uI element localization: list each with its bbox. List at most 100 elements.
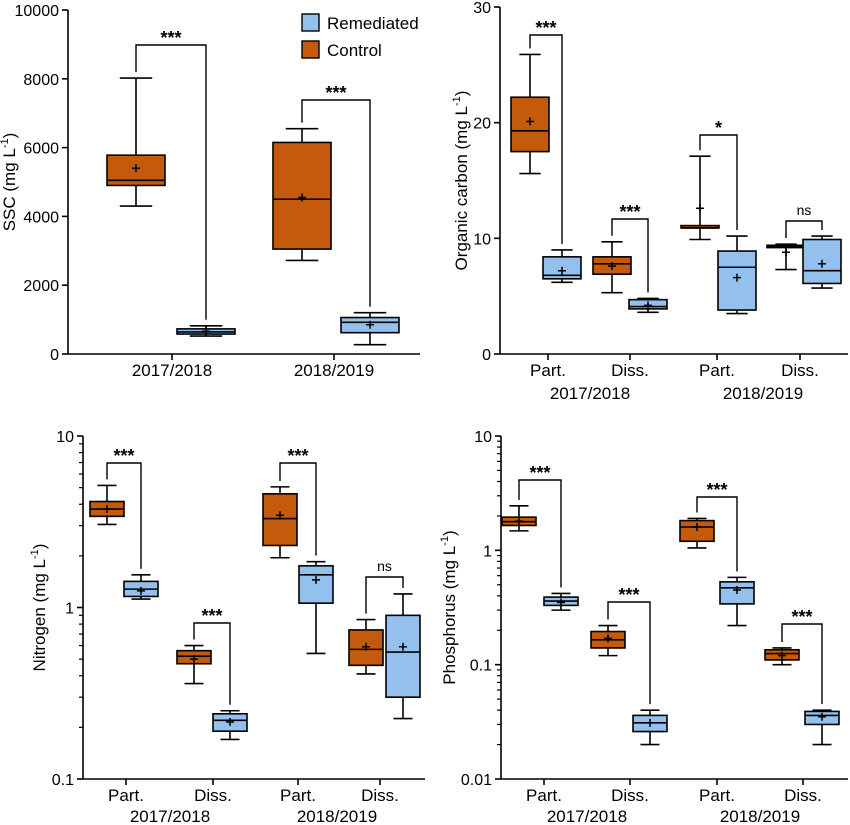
control-mean-marker <box>276 511 284 520</box>
significance-bracket <box>781 623 823 705</box>
x-category-label: Diss. <box>784 786 822 805</box>
x-year-label: 2018/2019 <box>720 807 800 825</box>
y-tick-label: 0 <box>482 347 491 364</box>
y-tick-label: 6000 <box>23 141 59 158</box>
x-year-label: 2017/2018 <box>550 384 630 403</box>
significance-label: *** <box>619 202 640 222</box>
panel-organic-carbon: 0 10 20 30 Organic carbon (mg L-1) Part. Diss.… <box>451 0 848 403</box>
control-mean-marker <box>515 517 523 526</box>
control-mean-marker <box>696 204 704 213</box>
remediated-mean-marker <box>644 301 652 310</box>
legend-swatch-control <box>301 40 320 59</box>
y-tick-label: 8000 <box>23 72 59 89</box>
control-mean-marker <box>693 522 701 531</box>
x-category-label: Diss. <box>361 786 399 805</box>
y-tick-label: 10 <box>56 429 74 446</box>
x-category-label: Diss. <box>611 361 649 380</box>
significance-bracket <box>529 34 563 244</box>
y-axis-label: Organic carbon (mg L-1) <box>451 91 471 271</box>
panel-ssc: 0 2000 4000 6000 8000 10000 SSC (mg L-1) 2017/2… <box>0 3 420 380</box>
remediated-mean-marker <box>733 585 741 594</box>
significance-bracket <box>301 99 371 307</box>
control-mean-marker <box>362 642 370 651</box>
significance-bracket <box>106 462 142 569</box>
legend-swatch-remediated <box>301 13 320 32</box>
x-year-label: 2018/2019 <box>723 384 803 403</box>
control-mean-marker <box>132 164 140 173</box>
significance-bracket <box>518 479 562 588</box>
remediated-mean-marker <box>366 320 374 329</box>
control-mean-marker <box>782 248 790 257</box>
legend-label: Remediated <box>327 14 419 33</box>
control-mean-marker <box>604 634 612 643</box>
significance-bracket <box>135 44 207 320</box>
panel-nitrogen: 0.1 1 10 Nitrogen (mg L-1) Part. Diss. Part. Di… <box>29 429 425 825</box>
remediated-box <box>298 565 334 604</box>
significance-bracket <box>699 134 738 231</box>
significance-label: *** <box>529 463 550 483</box>
significance-bracket <box>785 220 823 239</box>
significance-label: *** <box>113 446 134 466</box>
x-year-label: 2017/2018 <box>547 807 627 825</box>
y-tick-label: 0 <box>50 347 59 364</box>
y-tick-label: 4000 <box>23 209 59 226</box>
remediated-mean-marker <box>312 575 320 584</box>
significance-label: *** <box>535 18 556 38</box>
significance-bracket <box>607 601 651 705</box>
remediated-mean-marker <box>818 259 826 268</box>
y-tick-label: 30 <box>473 0 491 17</box>
remediated-mean-marker <box>733 273 741 282</box>
x-category-label: Part. <box>280 786 316 805</box>
y-tick-label: 10 <box>474 429 492 446</box>
significance-label: *** <box>160 28 181 48</box>
remediated-box <box>385 614 421 698</box>
significance-label: *** <box>287 446 308 466</box>
significance-label: ns <box>377 558 392 574</box>
remediated-mean-marker <box>557 598 565 607</box>
remediated-box <box>717 250 757 311</box>
y-tick-label: 0.1 <box>52 772 74 789</box>
significance-bracket <box>365 576 404 614</box>
x-category-label: Part. <box>699 361 735 380</box>
x-year-label: 2017/2018 <box>132 361 212 380</box>
y-tick-label: 1 <box>65 601 74 618</box>
x-category-label: Part. <box>699 786 735 805</box>
control-mean-marker <box>103 505 111 514</box>
significance-bracket <box>279 462 317 556</box>
significance-bracket <box>696 496 738 572</box>
remediated-mean-marker <box>646 718 654 727</box>
y-tick-label: 0.1 <box>470 658 492 675</box>
remediated-mean-marker <box>202 327 210 336</box>
y-tick-label: 10 <box>473 231 491 248</box>
significance-label: *** <box>618 585 639 605</box>
control-mean-marker <box>526 117 534 126</box>
y-axis-label: Nitrogen (mg L-1) <box>29 544 49 672</box>
y-tick-label: 1 <box>483 543 492 560</box>
remediated-mean-marker <box>399 642 407 651</box>
control-mean-marker <box>298 193 306 202</box>
control-mean-marker <box>608 262 616 271</box>
significance-bracket <box>611 218 649 293</box>
y-tick-label: 20 <box>473 116 491 133</box>
x-year-label: 2018/2019 <box>294 361 374 380</box>
x-category-label: Diss. <box>611 786 649 805</box>
significance-label: *** <box>706 480 727 500</box>
significance-label: *** <box>325 83 346 103</box>
y-tick-label: 0.01 <box>461 772 492 789</box>
x-category-label: Part. <box>530 361 566 380</box>
control-mean-marker <box>778 651 786 660</box>
control-mean-marker <box>190 655 198 664</box>
significance-bracket <box>193 622 231 705</box>
legend-label: Control <box>327 41 382 60</box>
y-tick-label: 10000 <box>15 3 60 20</box>
x-year-label: 2018/2019 <box>297 807 377 825</box>
significance-label: *** <box>791 607 812 627</box>
x-category-label: Part. <box>108 786 144 805</box>
y-axis-label: SSC (mg L-1) <box>0 133 19 232</box>
remediated-mean-marker <box>558 266 566 275</box>
significance-label: ns <box>797 202 812 218</box>
x-category-label: Part. <box>526 786 562 805</box>
y-axis-label: Phosphorus (mg L-1) <box>439 530 459 684</box>
significance-label: * <box>715 118 722 138</box>
